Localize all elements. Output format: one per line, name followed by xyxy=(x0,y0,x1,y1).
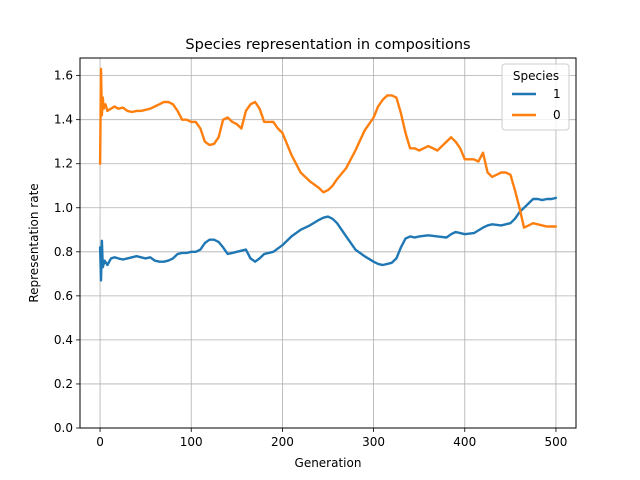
y-tick-label: 1.0 xyxy=(54,201,73,215)
grid xyxy=(80,58,576,429)
x-tick-label: 500 xyxy=(544,435,567,449)
y-tick-label: 0.2 xyxy=(54,377,73,391)
series-line-1 xyxy=(98,196,558,282)
series-line-0 xyxy=(98,67,558,229)
legend: Species 10 xyxy=(501,63,570,131)
x-tick-label: 400 xyxy=(453,435,476,449)
series-layer xyxy=(98,67,558,282)
x-tick-label: 200 xyxy=(271,435,294,449)
y-ticks: 0.0 0.2 0.4 0.6 0.8 1.0 1.2 1.4 1.6 xyxy=(54,69,80,435)
legend-label-0: 0 xyxy=(553,108,561,122)
x-ticks: 0 100 200 300 400 500 xyxy=(96,428,567,449)
x-tick-label: 0 xyxy=(96,435,104,449)
y-tick-label: 0.8 xyxy=(54,245,73,259)
x-tick-label: 100 xyxy=(180,435,203,449)
x-axis-label: Generation xyxy=(295,456,362,470)
y-tick-label: 1.6 xyxy=(54,69,73,83)
chart-title: Species representation in compositions xyxy=(185,37,470,53)
y-tick-label: 0.4 xyxy=(54,333,73,347)
legend-label-1: 1 xyxy=(553,87,561,101)
axes-frame xyxy=(79,57,577,429)
y-axis-label: Representation rate xyxy=(27,183,41,302)
legend-box xyxy=(501,63,570,131)
y-tick-label: 0.0 xyxy=(54,421,73,435)
y-tick-label: 0.6 xyxy=(54,289,73,303)
y-tick-label: 1.2 xyxy=(54,157,73,171)
legend-items: 10 xyxy=(512,87,561,122)
legend-title: Species xyxy=(513,69,559,83)
y-tick-label: 1.4 xyxy=(54,113,73,127)
x-tick-label: 300 xyxy=(362,435,385,449)
